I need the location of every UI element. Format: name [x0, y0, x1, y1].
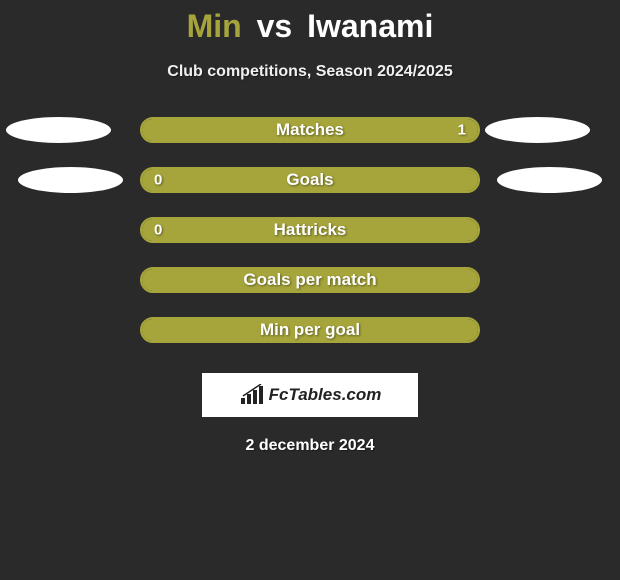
stat-row: Goals per match [0, 267, 620, 293]
player2-name: Iwanami [307, 8, 433, 44]
stat-bar: 0 Hattricks [140, 217, 480, 243]
comparison-widget: Min vs Iwanami Club competitions, Season… [0, 0, 620, 455]
stat-bar: Min per goal [140, 317, 480, 343]
player1-marker [6, 117, 111, 143]
subtitle: Club competitions, Season 2024/2025 [0, 63, 620, 81]
stat-label: Matches [276, 120, 344, 140]
page-title: Min vs Iwanami [0, 8, 620, 45]
stat-row: 1 Matches [0, 117, 620, 143]
stat-label: Goals per match [243, 270, 376, 290]
stat-bar: 1 Matches [140, 117, 480, 143]
stat-value-right: 1 [458, 122, 466, 139]
stat-row: 0 Hattricks [0, 217, 620, 243]
player1-name: Min [187, 8, 242, 44]
stat-bar: Goals per match [140, 267, 480, 293]
player2-marker [497, 167, 602, 193]
brand-badge: FcTables.com [202, 373, 418, 417]
brand-text: FcTables.com [269, 385, 382, 405]
stats-list: 1 Matches 0 Goals 0 Hattricks Goals per match M… [0, 117, 620, 343]
stat-label: Min per goal [260, 320, 360, 340]
date-text: 2 december 2024 [0, 437, 620, 455]
player2-marker [485, 117, 590, 143]
stat-bar: 0 Goals [140, 167, 480, 193]
vs-separator: vs [257, 8, 293, 44]
chart-icon [239, 384, 265, 406]
stat-label: Goals [286, 170, 333, 190]
player1-marker [18, 167, 123, 193]
stat-label: Hattricks [274, 220, 347, 240]
stat-row: Min per goal [0, 317, 620, 343]
stat-row: 0 Goals [0, 167, 620, 193]
stat-value-left: 0 [154, 172, 162, 189]
stat-value-left: 0 [154, 222, 162, 239]
